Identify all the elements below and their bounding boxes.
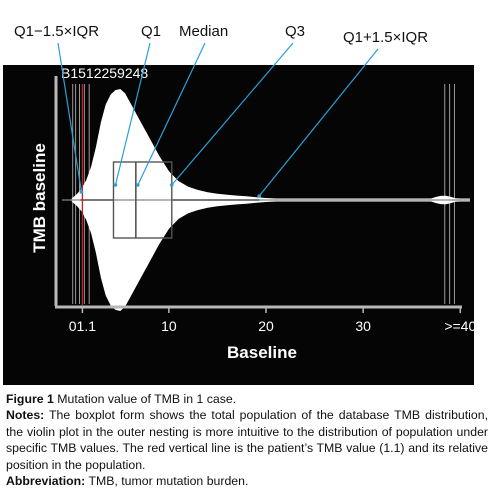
y-axis-label: TMB baseline [30, 143, 49, 253]
annotation-arrow-tip [257, 194, 262, 198]
abbreviation-label: Abbreviation: [6, 474, 86, 489]
annotation-leader-line [114, 42, 151, 186]
sample-id-label: B1512259248 [61, 65, 148, 81]
annotation-arrow-tip [169, 183, 174, 187]
annotation-arrow-tip [136, 183, 140, 187]
annotation-leader-line [258, 48, 379, 197]
annotation-leader-line [57, 42, 83, 193]
x-axis-label: Baseline [227, 343, 297, 362]
annotation-label: Q3 [285, 23, 305, 40]
annotation-label: Q1+1.5×IQR [343, 29, 428, 46]
annotation-leader-line [137, 42, 206, 186]
abbreviation-line: Abbreviation: TMB, tumor mutation burden… [6, 473, 488, 489]
x-tick-label: 30 [355, 318, 371, 334]
figure-text: Mutation value of TMB in 1 case. [57, 392, 237, 406]
notes-paragraph: Notes: The boxplot form shows the total … [6, 407, 488, 473]
annotation-arrow-tip [113, 183, 118, 187]
boxplot [80, 161, 260, 239]
annotation-label: Median [179, 23, 228, 40]
notes-label: Notes: [6, 408, 45, 423]
x-tick-label: 10 [161, 318, 177, 334]
x-ticks: 01.1 10 20 30 >=40 [69, 307, 476, 334]
notes-text: The boxplot form shows the total populat… [6, 408, 488, 472]
annotation-label: Q1−1.5×IQR [14, 23, 99, 40]
tmb-violin-chart: 01.1 10 20 30 >=40 B1512259248 TMB baseline … [3, 23, 476, 385]
axes [54, 76, 462, 309]
annotation-leader-line [171, 42, 294, 186]
chart-panel [3, 65, 474, 385]
x-tick-label: 20 [258, 318, 274, 334]
abbreviation-text: TMB, tumor mutation burden. [88, 474, 249, 489]
figure-label: Figure 1 [6, 392, 54, 406]
annotation-arrow-tip [79, 190, 84, 194]
x-tick-label: 01.1 [69, 318, 96, 334]
annotations: Q1−1.5×IQR Q1 Median Q3 Q1+1.5×IQR [14, 23, 428, 198]
figure-caption: Figure 1 Mutation value of TMB in 1 case… [6, 391, 488, 489]
annotation-label: Q1 [141, 23, 161, 40]
iqr-box [112, 161, 173, 239]
x-tick-label: >=40 [444, 318, 476, 334]
figure-title-line: Figure 1 Mutation value of TMB in 1 case… [6, 391, 488, 407]
